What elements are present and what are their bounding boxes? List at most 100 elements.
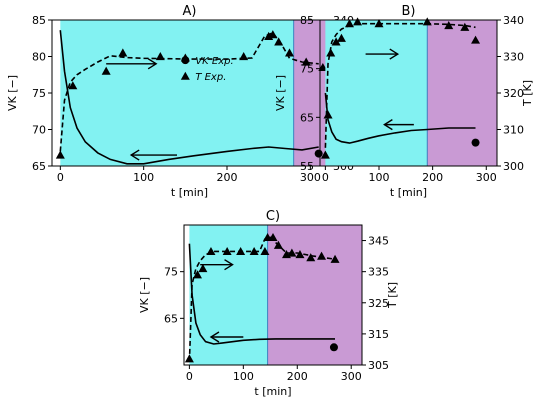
t-exp-point	[317, 251, 327, 260]
panel-title: A)	[183, 4, 197, 19]
x-tick-label: 100	[233, 370, 254, 383]
vk-model-line	[324, 92, 476, 144]
y-right-tick-label: 300	[503, 160, 524, 173]
arrow-head	[383, 119, 393, 131]
t-exp-point	[249, 246, 259, 256]
y-left-tick-label: 55	[300, 160, 314, 173]
y-left-tick-label: 75	[300, 63, 314, 76]
y-right-tick-label: 320	[503, 87, 524, 100]
x-tick-label: 300	[341, 370, 362, 383]
legend-vk-label: VK Exp.	[195, 56, 233, 67]
t-exp-point	[345, 19, 354, 28]
phase-2-region	[293, 20, 327, 166]
y-right-tick-label: 310	[503, 124, 524, 137]
phase-2-region	[427, 20, 497, 166]
phase-1-region	[325, 20, 428, 166]
t-exp-point	[239, 52, 249, 61]
t-exp-point	[331, 37, 341, 46]
phase-2-region	[267, 225, 362, 365]
vk-exp-point	[471, 138, 480, 147]
x-tick-label: 200	[217, 171, 238, 184]
phase-1-region	[189, 225, 268, 365]
t-exp-point	[374, 19, 384, 28]
t-exp-point	[192, 270, 202, 279]
t-exp-point	[260, 246, 270, 256]
x-tick-label: 300	[476, 171, 497, 184]
arrow-head	[209, 331, 220, 343]
legend-t-label: T Exp.	[195, 72, 226, 83]
t-exp-point	[471, 35, 481, 44]
t-exp-point	[236, 246, 246, 256]
t-exp-point	[55, 150, 65, 159]
y-right-tick-label: 325	[368, 297, 389, 310]
vk-exp-point	[314, 149, 323, 158]
t-exp-point	[320, 150, 330, 159]
arrow-head	[147, 58, 158, 70]
y-left-tick-label: 75	[32, 87, 46, 100]
arrow-head	[224, 259, 234, 271]
x-axis-label: t [min]	[390, 186, 427, 199]
x-tick-label: 200	[422, 171, 443, 184]
x-tick-label: 0	[322, 171, 329, 184]
y-left-axis-label: VK [−]	[138, 277, 151, 313]
y-right-tick-label: 340	[503, 14, 524, 27]
t-exp-point	[68, 81, 78, 90]
t-exp-point	[460, 22, 470, 31]
t-exp-point	[330, 254, 340, 263]
t-exp-point	[184, 354, 194, 363]
x-axis-label: t [min]	[171, 186, 208, 199]
vk-model-line	[59, 30, 319, 165]
t-exp-point	[306, 253, 316, 262]
t-exp-point	[273, 240, 283, 249]
t-exp-point	[206, 246, 216, 256]
y-right-axis-label: T [K]	[521, 80, 534, 107]
t-exp-point	[336, 33, 346, 42]
y-left-tick-label: 65	[164, 312, 178, 325]
y-right-tick-label: 305	[368, 359, 389, 372]
chart-panel-3: C) 0 100 200 300 65 75 305 315 325 335 345 t [min] VK…	[138, 209, 399, 398]
t-exp-point	[155, 52, 165, 61]
chart-panel-1: A)01002003006570758085300310320330340t […	[6, 4, 364, 199]
t-exp-point	[198, 264, 208, 273]
t-exp-point	[353, 17, 363, 26]
y-left-tick-label: 80	[32, 51, 46, 64]
t-exp-point	[287, 248, 297, 257]
vk-model-line	[188, 243, 335, 345]
y-left-tick-label: 75	[164, 266, 178, 279]
t-exp-point	[323, 110, 333, 119]
y-left-tick-label: 85	[32, 14, 46, 27]
t-exp-point	[444, 20, 454, 30]
arrow-head	[389, 48, 400, 60]
x-tick-label: 0	[186, 370, 193, 383]
y-right-tick-label: 345	[368, 235, 389, 248]
arrow-head	[129, 149, 140, 161]
t-exp-point	[295, 250, 305, 259]
x-tick-label: 200	[287, 370, 308, 383]
t-exp-point	[118, 48, 128, 57]
t-exp-point	[101, 66, 111, 75]
vk-exp-point	[329, 343, 338, 352]
x-tick-label: 100	[369, 171, 390, 184]
t-exp-point	[326, 48, 336, 57]
y-right-tick-label: 315	[368, 328, 389, 341]
phase-1-region	[60, 20, 294, 166]
legend-vk-marker	[181, 56, 190, 65]
y-left-tick-label: 70	[32, 124, 46, 137]
y-left-axis-label: VK [−]	[274, 75, 287, 111]
t-exp-point	[222, 246, 232, 256]
plot-frame	[183, 224, 363, 366]
y-left-tick-label: 65	[300, 111, 314, 124]
y-right-tick-label: 335	[368, 266, 389, 279]
x-tick-label: 0	[57, 171, 64, 184]
t-exp-point	[301, 57, 311, 66]
t-exp-point	[318, 62, 328, 72]
x-tick-label: 300	[300, 171, 321, 184]
t-exp-point	[268, 30, 278, 39]
panel-title: C)	[266, 209, 280, 224]
t-exp-point	[274, 37, 284, 46]
t-exp-point	[422, 17, 432, 26]
t-exp-point	[268, 232, 278, 242]
x-axis-label: t [min]	[254, 385, 291, 398]
